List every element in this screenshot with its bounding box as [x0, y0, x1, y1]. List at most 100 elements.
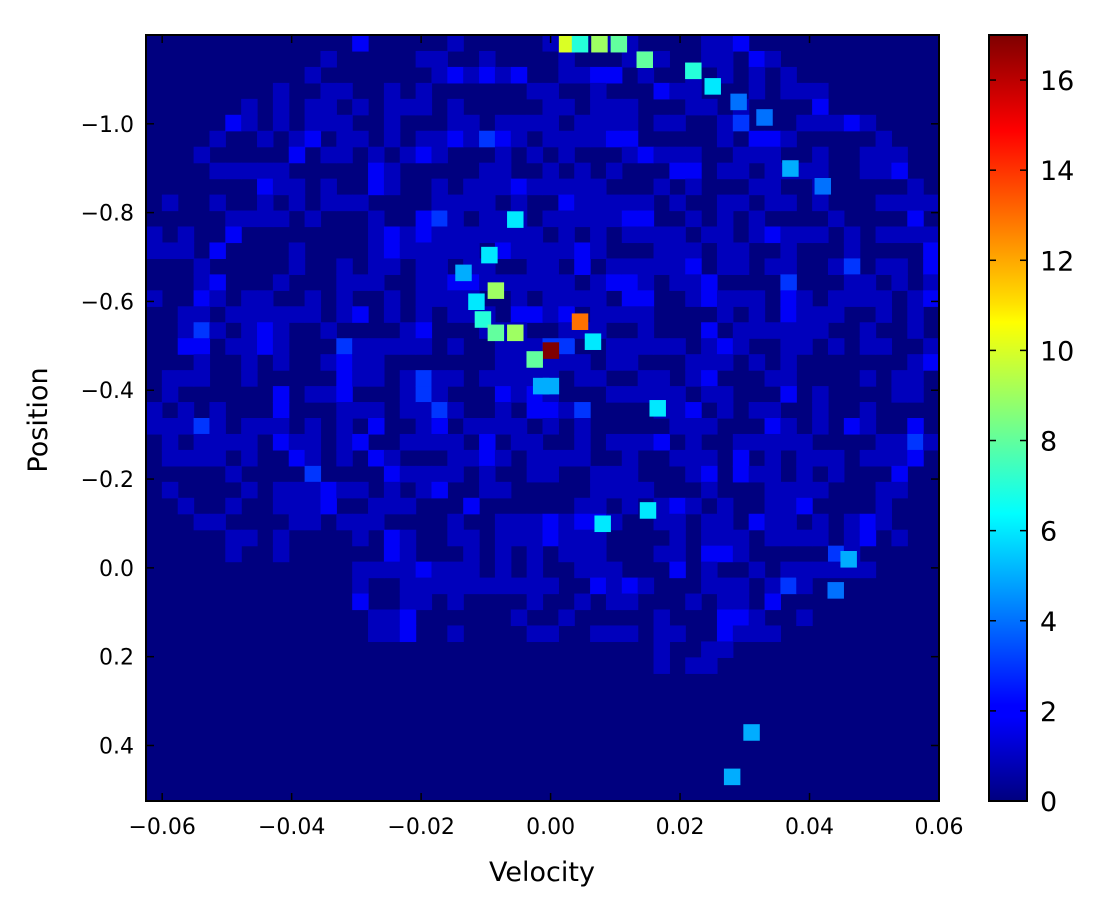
heatmap-bin	[463, 226, 480, 244]
heatmap-bin	[716, 290, 734, 307]
heatmap-bin	[859, 114, 877, 132]
heatmap-bin	[827, 338, 845, 355]
heatmap-bin	[494, 513, 512, 531]
heatmap-bin	[637, 433, 655, 451]
heatmap-bin	[716, 354, 734, 371]
heatmap-bin	[352, 354, 369, 371]
heatmap-bin	[621, 481, 639, 499]
heatmap-bin	[463, 545, 480, 563]
heatmap-bin	[637, 338, 655, 355]
heatmap-bin	[415, 82, 433, 100]
heatmap-bin	[669, 258, 686, 275]
heatmap-bin	[510, 114, 528, 132]
heatmap-bin	[716, 242, 734, 260]
heatmap-bin	[590, 306, 607, 323]
heatmap-bin	[304, 433, 322, 451]
heatmap-bin	[447, 306, 464, 323]
heatmap-bin	[764, 513, 781, 531]
heatmap-bin	[590, 242, 607, 260]
heatmap-bin	[399, 433, 417, 451]
heatmap-bin	[288, 242, 306, 260]
heatmap-bin	[574, 433, 591, 451]
heatmap-bin	[875, 449, 893, 467]
heatmap-bin	[161, 433, 179, 451]
heatmap-bin	[875, 306, 893, 323]
heatmap-bin	[542, 242, 559, 260]
heatmap-bin	[320, 194, 337, 212]
heatmap-bin	[431, 258, 448, 275]
heatmap-bin	[843, 290, 861, 307]
heatmap-bin	[542, 625, 559, 643]
heatmap-bin	[526, 433, 544, 451]
heatmap-bin	[241, 418, 258, 435]
heatmap-bin	[352, 402, 369, 419]
heatmap-cell	[571, 35, 589, 53]
heatmap-bin	[685, 242, 702, 260]
heatmap-bin	[812, 114, 829, 132]
heatmap-bin	[368, 210, 385, 228]
heatmap-bin	[494, 418, 512, 435]
colorbar-tick-label: 4	[1040, 607, 1057, 638]
heatmap-bin	[463, 529, 480, 547]
heatmap-bin	[796, 114, 813, 132]
heatmap-bin	[431, 66, 448, 84]
heatmap-bin	[780, 274, 797, 291]
heatmap-bin	[494, 162, 512, 180]
heatmap-bin	[669, 194, 686, 212]
heatmap-bin	[764, 146, 781, 164]
heatmap-bin	[859, 561, 877, 579]
heatmap-bin	[780, 433, 797, 451]
heatmap-bin	[320, 146, 337, 164]
heatmap-bin	[843, 418, 861, 435]
heatmap-bin	[637, 194, 655, 212]
heatmap-bin	[146, 242, 163, 260]
heatmap-bin	[764, 402, 781, 419]
y-tick-label: −1.0	[81, 113, 134, 138]
heatmap-bin	[177, 242, 195, 260]
heatmap-bin	[780, 386, 797, 403]
heatmap-bin	[352, 481, 369, 499]
heatmap-bin	[685, 418, 702, 435]
heatmap-bin	[669, 418, 686, 435]
heatmap-bin	[336, 433, 353, 451]
heatmap-bin	[907, 418, 924, 435]
heatmap-cell	[704, 78, 721, 95]
heatmap-bin	[241, 449, 258, 467]
heatmap-bin	[431, 146, 448, 164]
heatmap-bin	[701, 354, 718, 371]
heatmap-bin	[241, 354, 258, 371]
heatmap-bin	[653, 114, 670, 132]
heatmap-bin	[177, 370, 195, 387]
heatmap-cell	[782, 160, 799, 177]
heatmap-bin	[875, 130, 893, 148]
heatmap-bin	[257, 194, 274, 212]
heatmap-cell	[685, 62, 702, 80]
heatmap-bin	[177, 402, 195, 419]
heatmap-bin	[748, 226, 766, 244]
heatmap-cell	[827, 582, 844, 599]
heatmap-cell	[455, 264, 472, 282]
heatmap-bin	[605, 625, 623, 643]
heatmap-bin	[193, 418, 211, 435]
heatmap-cell	[730, 93, 747, 111]
colorbar-tick-label: 0	[1040, 787, 1057, 818]
heatmap-bin	[383, 98, 401, 116]
heatmap-bin	[796, 465, 813, 483]
heatmap-bin	[621, 338, 639, 355]
heatmap-cell	[610, 35, 628, 53]
heatmap-bin	[542, 82, 559, 100]
heatmap-bin	[352, 35, 369, 52]
heatmap-bin	[161, 481, 179, 499]
heatmap-bin	[558, 226, 575, 244]
heatmap-bin	[827, 290, 845, 307]
heatmap-bin	[146, 402, 163, 419]
heatmap-bin	[621, 465, 639, 483]
heatmap-bin	[907, 306, 924, 323]
heatmap-bin	[336, 481, 353, 499]
heatmap-bin	[542, 306, 559, 323]
heatmap-bin	[225, 162, 242, 180]
heatmap-bin	[257, 338, 274, 355]
heatmap-bin	[716, 529, 734, 547]
heatmap-bin	[399, 465, 417, 483]
heatmap-bin	[748, 465, 766, 483]
